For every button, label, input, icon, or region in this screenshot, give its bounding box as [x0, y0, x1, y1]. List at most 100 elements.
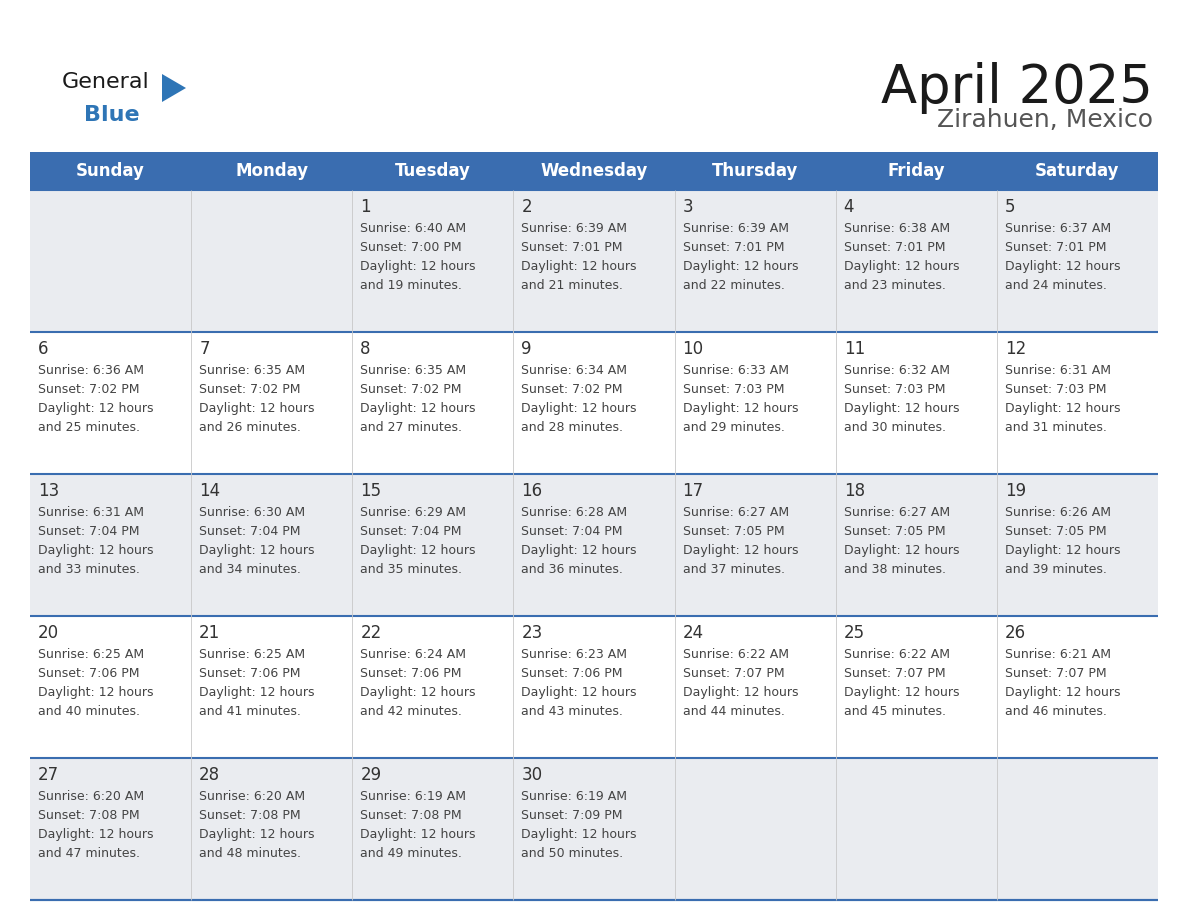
- Text: and 40 minutes.: and 40 minutes.: [38, 705, 140, 718]
- Text: Sunset: 7:04 PM: Sunset: 7:04 PM: [200, 525, 301, 538]
- Text: and 28 minutes.: and 28 minutes.: [522, 421, 624, 434]
- Text: and 22 minutes.: and 22 minutes.: [683, 279, 784, 292]
- Text: Sunrise: 6:27 AM: Sunrise: 6:27 AM: [843, 506, 950, 519]
- Text: Daylight: 12 hours: Daylight: 12 hours: [38, 828, 153, 841]
- Text: Daylight: 12 hours: Daylight: 12 hours: [200, 686, 315, 699]
- Text: Daylight: 12 hours: Daylight: 12 hours: [522, 828, 637, 841]
- Text: Daylight: 12 hours: Daylight: 12 hours: [843, 402, 959, 415]
- Text: Sunset: 7:01 PM: Sunset: 7:01 PM: [522, 241, 623, 254]
- Text: and 44 minutes.: and 44 minutes.: [683, 705, 784, 718]
- Text: and 41 minutes.: and 41 minutes.: [200, 705, 301, 718]
- Text: Daylight: 12 hours: Daylight: 12 hours: [1005, 402, 1120, 415]
- Text: 15: 15: [360, 482, 381, 500]
- Text: Sunrise: 6:24 AM: Sunrise: 6:24 AM: [360, 648, 466, 661]
- Text: Sunset: 7:05 PM: Sunset: 7:05 PM: [683, 525, 784, 538]
- Text: 3: 3: [683, 198, 693, 216]
- Text: Daylight: 12 hours: Daylight: 12 hours: [683, 686, 798, 699]
- Text: Sunset: 7:01 PM: Sunset: 7:01 PM: [1005, 241, 1106, 254]
- Text: Sunrise: 6:30 AM: Sunrise: 6:30 AM: [200, 506, 305, 519]
- Text: 21: 21: [200, 624, 221, 642]
- Text: 6: 6: [38, 340, 49, 358]
- Text: Daylight: 12 hours: Daylight: 12 hours: [360, 686, 475, 699]
- Text: Sunset: 7:03 PM: Sunset: 7:03 PM: [1005, 383, 1106, 396]
- Text: and 23 minutes.: and 23 minutes.: [843, 279, 946, 292]
- Text: Sunrise: 6:35 AM: Sunrise: 6:35 AM: [200, 364, 305, 377]
- Text: Sunset: 7:09 PM: Sunset: 7:09 PM: [522, 809, 623, 822]
- Text: and 37 minutes.: and 37 minutes.: [683, 563, 784, 576]
- Polygon shape: [162, 74, 187, 102]
- Text: Friday: Friday: [887, 162, 946, 180]
- Text: Daylight: 12 hours: Daylight: 12 hours: [1005, 686, 1120, 699]
- Text: 9: 9: [522, 340, 532, 358]
- Text: Sunset: 7:04 PM: Sunset: 7:04 PM: [522, 525, 623, 538]
- Text: 5: 5: [1005, 198, 1016, 216]
- Text: 7: 7: [200, 340, 209, 358]
- Text: Daylight: 12 hours: Daylight: 12 hours: [843, 686, 959, 699]
- Text: 13: 13: [38, 482, 59, 500]
- Text: and 45 minutes.: and 45 minutes.: [843, 705, 946, 718]
- Text: Daylight: 12 hours: Daylight: 12 hours: [200, 544, 315, 557]
- Text: Sunrise: 6:19 AM: Sunrise: 6:19 AM: [360, 790, 466, 803]
- Text: 14: 14: [200, 482, 220, 500]
- Text: Daylight: 12 hours: Daylight: 12 hours: [843, 260, 959, 273]
- Text: 2: 2: [522, 198, 532, 216]
- Text: Daylight: 12 hours: Daylight: 12 hours: [38, 402, 153, 415]
- Text: General: General: [62, 72, 150, 92]
- Text: Sunrise: 6:37 AM: Sunrise: 6:37 AM: [1005, 222, 1111, 235]
- Text: Sunset: 7:08 PM: Sunset: 7:08 PM: [200, 809, 301, 822]
- Text: Daylight: 12 hours: Daylight: 12 hours: [1005, 544, 1120, 557]
- Text: Sunrise: 6:39 AM: Sunrise: 6:39 AM: [683, 222, 789, 235]
- Text: and 29 minutes.: and 29 minutes.: [683, 421, 784, 434]
- Text: Sunrise: 6:19 AM: Sunrise: 6:19 AM: [522, 790, 627, 803]
- Text: 10: 10: [683, 340, 703, 358]
- Text: Zirahuen, Mexico: Zirahuen, Mexico: [937, 108, 1154, 132]
- Bar: [30, 616, 1158, 758]
- Text: 28: 28: [200, 766, 220, 784]
- Text: 24: 24: [683, 624, 703, 642]
- Text: Sunset: 7:04 PM: Sunset: 7:04 PM: [360, 525, 462, 538]
- Text: and 33 minutes.: and 33 minutes.: [38, 563, 140, 576]
- Text: Daylight: 12 hours: Daylight: 12 hours: [200, 828, 315, 841]
- Text: and 35 minutes.: and 35 minutes.: [360, 563, 462, 576]
- Text: Sunset: 7:06 PM: Sunset: 7:06 PM: [522, 667, 623, 680]
- Text: and 19 minutes.: and 19 minutes.: [360, 279, 462, 292]
- Text: 18: 18: [843, 482, 865, 500]
- Text: Daylight: 12 hours: Daylight: 12 hours: [522, 686, 637, 699]
- Text: and 34 minutes.: and 34 minutes.: [200, 563, 301, 576]
- Text: Tuesday: Tuesday: [394, 162, 470, 180]
- Text: and 25 minutes.: and 25 minutes.: [38, 421, 140, 434]
- Text: Sunrise: 6:28 AM: Sunrise: 6:28 AM: [522, 506, 627, 519]
- Text: and 31 minutes.: and 31 minutes.: [1005, 421, 1107, 434]
- Text: Sunrise: 6:25 AM: Sunrise: 6:25 AM: [200, 648, 305, 661]
- Text: and 26 minutes.: and 26 minutes.: [200, 421, 301, 434]
- Text: Sunset: 7:06 PM: Sunset: 7:06 PM: [360, 667, 462, 680]
- Text: 23: 23: [522, 624, 543, 642]
- Text: Sunrise: 6:35 AM: Sunrise: 6:35 AM: [360, 364, 467, 377]
- Text: 29: 29: [360, 766, 381, 784]
- Text: 27: 27: [38, 766, 59, 784]
- Text: Sunset: 7:05 PM: Sunset: 7:05 PM: [843, 525, 946, 538]
- Text: and 38 minutes.: and 38 minutes.: [843, 563, 946, 576]
- Text: 1: 1: [360, 198, 371, 216]
- Text: and 27 minutes.: and 27 minutes.: [360, 421, 462, 434]
- Text: 20: 20: [38, 624, 59, 642]
- Text: Sunrise: 6:39 AM: Sunrise: 6:39 AM: [522, 222, 627, 235]
- Text: 17: 17: [683, 482, 703, 500]
- Text: Sunset: 7:02 PM: Sunset: 7:02 PM: [200, 383, 301, 396]
- Text: and 21 minutes.: and 21 minutes.: [522, 279, 624, 292]
- Text: Sunset: 7:08 PM: Sunset: 7:08 PM: [360, 809, 462, 822]
- Text: Sunset: 7:02 PM: Sunset: 7:02 PM: [360, 383, 462, 396]
- Text: Sunset: 7:02 PM: Sunset: 7:02 PM: [38, 383, 139, 396]
- Text: and 49 minutes.: and 49 minutes.: [360, 847, 462, 860]
- Text: 12: 12: [1005, 340, 1026, 358]
- Bar: [30, 474, 1158, 616]
- Text: Saturday: Saturday: [1035, 162, 1119, 180]
- Bar: [30, 190, 1158, 332]
- Text: 26: 26: [1005, 624, 1026, 642]
- Bar: [30, 152, 1158, 190]
- Text: Daylight: 12 hours: Daylight: 12 hours: [360, 402, 475, 415]
- Text: 25: 25: [843, 624, 865, 642]
- Text: and 47 minutes.: and 47 minutes.: [38, 847, 140, 860]
- Text: Sunrise: 6:34 AM: Sunrise: 6:34 AM: [522, 364, 627, 377]
- Text: Sunset: 7:06 PM: Sunset: 7:06 PM: [38, 667, 139, 680]
